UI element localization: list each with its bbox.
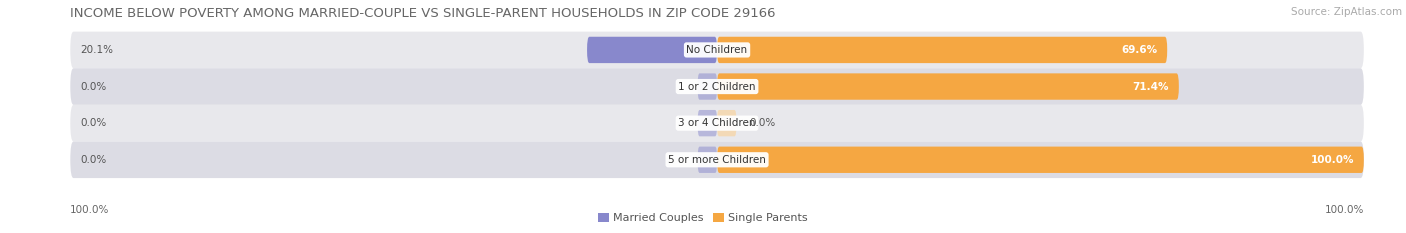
Text: 1 or 2 Children: 1 or 2 Children — [678, 82, 756, 92]
Text: 0.0%: 0.0% — [80, 82, 107, 92]
FancyBboxPatch shape — [717, 73, 1178, 100]
Text: 69.6%: 69.6% — [1122, 45, 1157, 55]
Text: INCOME BELOW POVERTY AMONG MARRIED-COUPLE VS SINGLE-PARENT HOUSEHOLDS IN ZIP COD: INCOME BELOW POVERTY AMONG MARRIED-COUPL… — [70, 7, 776, 20]
Legend: Married Couples, Single Parents: Married Couples, Single Parents — [593, 208, 813, 227]
Text: 100.0%: 100.0% — [1310, 155, 1354, 165]
FancyBboxPatch shape — [70, 141, 1364, 178]
FancyBboxPatch shape — [70, 68, 1364, 105]
Text: 5 or more Children: 5 or more Children — [668, 155, 766, 165]
Text: 71.4%: 71.4% — [1133, 82, 1170, 92]
FancyBboxPatch shape — [697, 147, 717, 173]
Text: 20.1%: 20.1% — [80, 45, 112, 55]
FancyBboxPatch shape — [697, 73, 717, 100]
FancyBboxPatch shape — [70, 105, 1364, 141]
Text: 3 or 4 Children: 3 or 4 Children — [678, 118, 756, 128]
FancyBboxPatch shape — [717, 147, 1364, 173]
Text: 0.0%: 0.0% — [749, 118, 776, 128]
FancyBboxPatch shape — [588, 37, 717, 63]
FancyBboxPatch shape — [697, 110, 717, 136]
Text: No Children: No Children — [686, 45, 748, 55]
Text: 100.0%: 100.0% — [70, 205, 110, 215]
Text: 100.0%: 100.0% — [1324, 205, 1364, 215]
FancyBboxPatch shape — [717, 37, 1167, 63]
Text: 0.0%: 0.0% — [80, 118, 107, 128]
Text: Source: ZipAtlas.com: Source: ZipAtlas.com — [1291, 7, 1402, 17]
FancyBboxPatch shape — [717, 110, 737, 136]
FancyBboxPatch shape — [70, 32, 1364, 68]
Text: 0.0%: 0.0% — [80, 155, 107, 165]
